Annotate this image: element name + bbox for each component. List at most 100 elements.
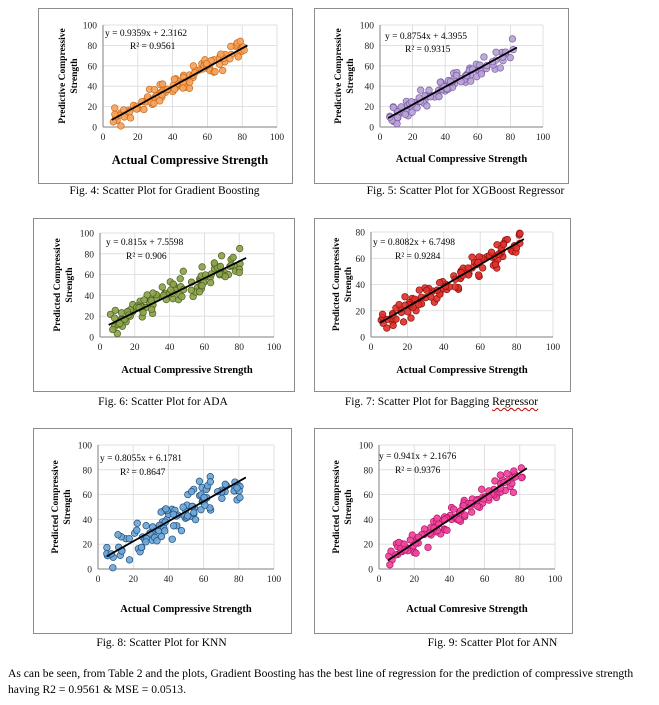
y-tick-label: 0	[368, 566, 373, 576]
scatter-point	[508, 35, 517, 43]
scatter-point	[425, 86, 433, 94]
scatter-point	[139, 308, 147, 317]
scatter-point	[408, 108, 416, 116]
trend-line	[111, 44, 248, 121]
y-axis-title: Predictive Compressive	[58, 28, 68, 123]
scatter-point	[496, 471, 504, 479]
scatter-svg: 0 20 40 60 80 100 0 20 40 60 80 y = 0.8082x + 6.749…	[332, 229, 561, 377]
scatter-point	[169, 280, 177, 288]
scatter-point	[186, 78, 194, 86]
x-tick-label: 0	[101, 133, 106, 143]
scatter-svg: 0 20 40 60 80 100 0 20 40 60 80 100 y = 0.815x + 7.5…	[53, 230, 281, 377]
scatter-point	[109, 325, 117, 334]
y-tick-label: 20	[83, 541, 93, 551]
scatter-point	[383, 324, 391, 332]
scatter-point	[195, 288, 204, 296]
x-tick-label: 0	[369, 343, 374, 353]
y-tick-label: 80	[364, 466, 374, 476]
scatter-point	[198, 282, 206, 290]
y-axis-title: Strength	[344, 489, 354, 525]
x-tick-label: 80	[512, 343, 522, 353]
scatter-point	[140, 105, 148, 114]
y-tick-label: 80	[88, 42, 98, 52]
caption-fig6: Fig. 6: Scatter Plot for ADA	[98, 396, 228, 408]
r2-label: R² = 0.9284	[395, 252, 441, 262]
scatter-point	[221, 480, 229, 488]
scatter-point	[178, 292, 186, 301]
y-tick-label: 20	[365, 103, 375, 113]
scatter-point	[133, 519, 141, 527]
y-tick-label: 40	[365, 83, 375, 93]
scatter-point	[516, 229, 524, 238]
x-tick-label: 20	[133, 133, 143, 143]
trend-line	[108, 257, 247, 326]
scatter-point	[512, 244, 521, 252]
scatter-point	[153, 537, 161, 545]
scatter-point	[221, 272, 229, 281]
scatter-point	[395, 300, 403, 309]
scatter-point	[147, 305, 156, 314]
scatter-point	[235, 268, 243, 277]
scatter-point	[189, 62, 198, 70]
scatter-point	[503, 470, 511, 478]
scatter-point	[197, 506, 205, 514]
scatter-point	[195, 477, 204, 485]
x-tick-label: 80	[234, 575, 244, 585]
y-tick-label: 40	[83, 516, 93, 526]
scatter-point	[168, 535, 176, 543]
scatter-point	[468, 508, 476, 516]
scatter-svg: 0 20 40 60 80 100 0 20 40 60 80 100 y = 0.8055x + 6.…	[51, 442, 281, 616]
y-tick-label: 100	[83, 22, 98, 32]
x-tick-label: 80	[515, 575, 525, 585]
scatter-point	[227, 42, 235, 51]
r2-label: R² = 0.906	[126, 252, 167, 262]
scatter-point	[415, 301, 423, 309]
scatter-point	[117, 122, 125, 130]
scatter-point	[435, 93, 443, 101]
scatter-point	[492, 48, 500, 56]
caption-fig4: Fig. 4: Scatter Plot for Gradient Boosti…	[69, 185, 260, 197]
y-tick-label: 20	[364, 541, 374, 551]
scatter-point	[412, 549, 420, 557]
y-axis-title: Predicted Compressive	[332, 238, 342, 331]
scatter-point	[435, 279, 444, 287]
scatter-point	[480, 53, 488, 61]
y-tick-label: 80	[356, 229, 366, 239]
scatter-point	[190, 508, 198, 517]
x-tick-label: 0	[377, 575, 382, 585]
r2-label: R² = 0.9315	[405, 45, 451, 55]
y-tick-label: 60	[356, 255, 366, 265]
y-axis-title: Predicted Compressive	[332, 460, 342, 553]
y-tick-label: 0	[360, 334, 365, 344]
y-tick-label: 60	[85, 271, 95, 281]
x-tick-label: 0	[96, 575, 101, 585]
y-tick-label: 100	[360, 22, 375, 32]
x-axis-title: Actual Compressive Strength	[112, 153, 269, 167]
x-tick-label: 60	[473, 133, 483, 143]
equation-label: y = 0.9359x + 2.3162	[105, 29, 187, 39]
scatter-point	[474, 271, 483, 279]
trend-line	[106, 476, 247, 558]
y-axis-title: Strength	[344, 266, 354, 302]
scatter-point	[179, 84, 187, 92]
scatter-point	[423, 102, 431, 110]
x-tick-label: 80	[234, 343, 244, 353]
x-tick-label: 100	[546, 343, 561, 353]
scatter-point	[506, 53, 514, 62]
scatter-point	[443, 526, 451, 534]
scatter-point	[461, 511, 469, 519]
x-tick-label: 40	[440, 133, 450, 143]
scatter-point	[184, 512, 192, 520]
scatter-point	[201, 501, 209, 509]
caption-fig7-text: Fig. 7: Scatter Plot for Bagging	[344, 396, 493, 408]
x-tick-label: 40	[439, 343, 449, 353]
y-tick-label: 60	[83, 491, 93, 501]
r2-label: R² = 0.9561	[130, 42, 176, 52]
scatter-point	[187, 286, 195, 294]
y-tick-label: 20	[85, 313, 95, 323]
r2-label: R² = 0.9376	[395, 466, 441, 476]
x-tick-label: 20	[403, 343, 413, 353]
scatter-point	[179, 503, 187, 511]
scatter-point	[455, 516, 463, 524]
scatter-point	[393, 113, 402, 122]
